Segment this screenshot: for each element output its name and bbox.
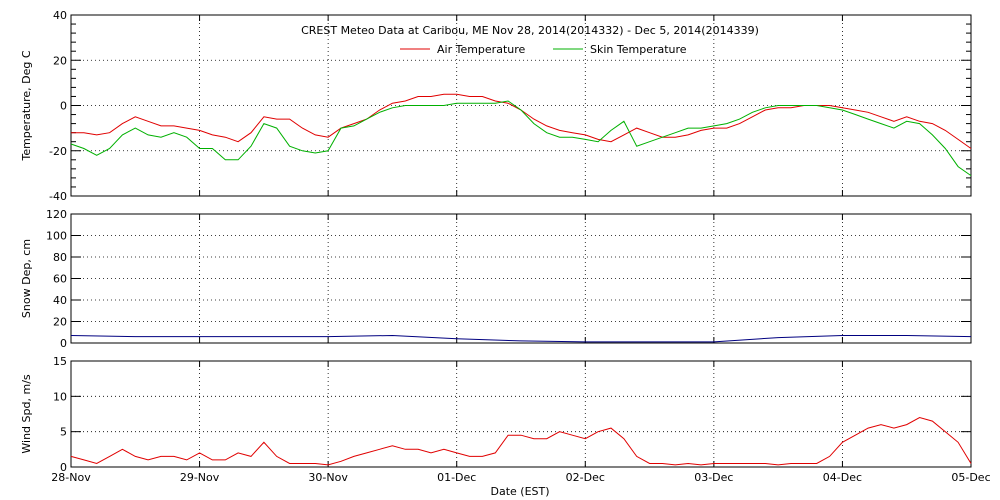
x-tick-label: 28-Nov [51,471,91,484]
y-tick-label: 80 [53,251,67,264]
y-tick-label: 10 [53,390,67,403]
y-tick-label: 0 [60,100,67,113]
legend-air-label: Air Temperature [437,43,526,56]
y-tick-label: 20 [53,54,67,67]
snow-depth-line [70,334,972,343]
y-tick-label: 60 [53,273,67,286]
skin-temperature-line [70,100,972,177]
snow-depth-panel: 0 20 40 60 80 100 120 Snow Dep, cm [20,208,972,350]
wind-speed-line [70,416,972,466]
x-tick-label: 05-Dec [951,471,990,484]
chart-title: CREST Meteo Data at Caribou, ME Nov 28, … [301,24,759,37]
x-axis-label: Date (EST) [490,485,549,498]
y-tick-label: 20 [53,316,67,329]
temperature-panel: -40 -20 0 20 40 Temperature, Deg C [20,9,972,203]
x-axis: 28-Nov 29-Nov 30-Nov 01-Dec 02-Dec 03-Dec 04-D… [51,471,990,484]
x-tick-label: 01-Dec [437,471,476,484]
panel-frame [70,360,972,468]
panel-frame [70,213,972,344]
y-tick-label: -20 [49,145,67,158]
x-tick-label: 29-Nov [180,471,220,484]
legend-skin-label: Skin Temperature [590,43,687,56]
y-tick-label: 15 [53,355,67,368]
y-tick-label: 40 [53,294,67,307]
y-tick-label: 0 [60,461,67,474]
x-tick-label: 04-Dec [823,471,862,484]
wind-speed-panel: 0 5 10 15 Wind Spd, m/s [20,355,972,474]
y-tick-label: 120 [46,208,67,221]
x-tick-label: 02-Dec [566,471,605,484]
x-tick-label: 30-Nov [308,471,348,484]
y-tick-label: 5 [60,426,67,439]
y-tick-label: 40 [53,9,67,22]
air-temperature-line [71,93,972,149]
panel-frame [70,14,972,197]
y-axis-label: Temperature, Deg C [20,50,33,161]
y-tick-label: -40 [49,190,67,203]
x-tick-label: 03-Dec [694,471,733,484]
y-tick-label: 100 [46,230,67,243]
y-tick-label: 0 [60,337,67,350]
y-axis-label: Wind Spd, m/s [20,374,33,454]
y-axis-label: Snow Dep, cm [20,239,33,318]
